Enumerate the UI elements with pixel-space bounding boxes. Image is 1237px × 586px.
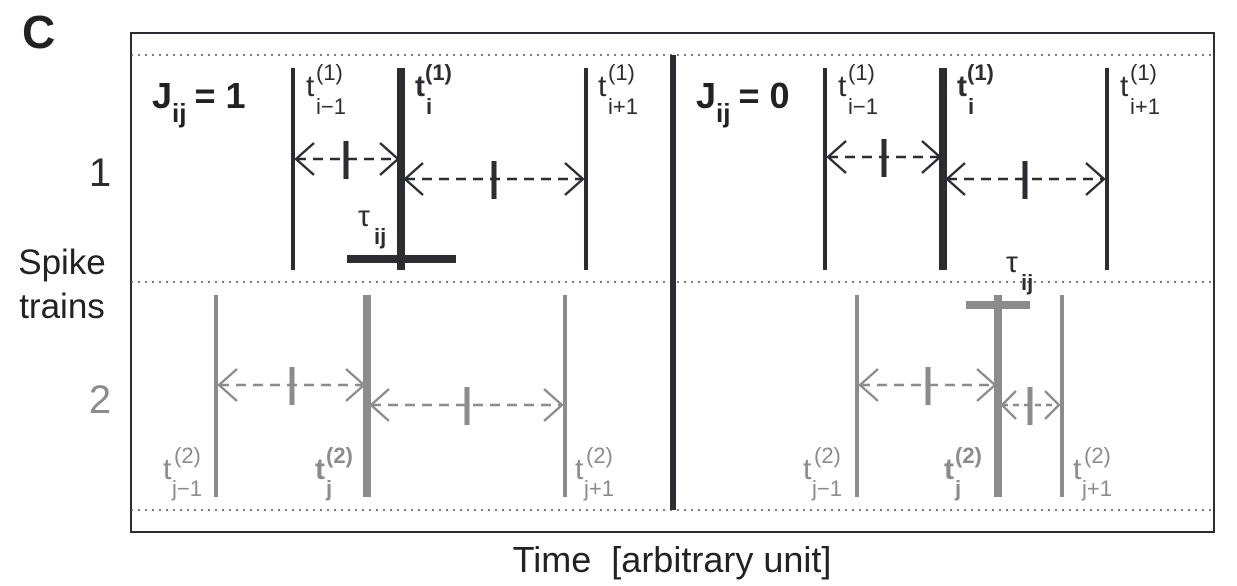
right-title-value: = 0 (738, 75, 789, 116)
left-tau-sub: ij (374, 224, 386, 249)
right-label-1-i-base: t (957, 70, 967, 103)
left-label-1-ip1-sub: i+1 (608, 94, 638, 119)
left-interval-1b (403, 161, 585, 199)
left-label-2-jp1: t (2) j+1 (575, 443, 614, 501)
right-label-1-ip1: t(1) i+1 (1120, 60, 1160, 119)
right-label-1-im1-sup: (1) (848, 60, 875, 85)
right-label-1-ip1-sub: i+1 (1130, 94, 1160, 119)
right-interval-2a (858, 367, 997, 405)
left-label-2-jp1-sub: j+1 (583, 476, 614, 501)
right-label-2-j-base: t (944, 453, 954, 486)
panel-label: C (22, 6, 55, 58)
right-label-1-i-sup: (1) (967, 60, 994, 85)
y-axis-label-line1: Spike (18, 243, 106, 282)
right-label-2-jp1-sup: (2) (1084, 443, 1111, 468)
left-label-2-jm1: t (2) j−1 (163, 443, 202, 501)
left-tau-label: τij (358, 200, 386, 249)
right-label-1-im1-sub: i−1 (848, 94, 878, 119)
left-label-2-j-base: t (315, 453, 325, 486)
left-interval-1a (294, 141, 400, 179)
left-label-2-jp1-sup: (2) (586, 443, 613, 468)
right-label-1-ip1-base: t (1120, 70, 1129, 103)
left-label-1-i-sup: (1) (425, 60, 452, 85)
right-label-1-im1: t(1) i−1 (838, 60, 878, 119)
right-label-1-ip1-sup: (1) (1130, 60, 1157, 85)
left-label-1-ip1: t(1) i+1 (598, 60, 638, 119)
left-title-sub: ij (172, 98, 186, 128)
right-title-sub: ij (716, 98, 730, 128)
left-label-2-j-sup: (2) (326, 443, 353, 468)
row-label-2: 2 (89, 378, 111, 422)
left-label-1-im1-sup: (1) (316, 60, 343, 85)
left-label-2-j-sub: j (325, 476, 332, 501)
left-label-1-im1-sub: i−1 (316, 94, 346, 119)
right-label-2-j-sub: j (954, 476, 961, 501)
right-label-2-jp1: t (2) j+1 (1073, 443, 1112, 501)
right-label-2-jp1-sub: j+1 (1081, 476, 1112, 501)
right-label-1-i-sub: i (968, 94, 974, 119)
left-label-1-i-base: t (415, 70, 425, 103)
right-label-2-jm1-sup: (2) (814, 443, 841, 468)
left-interval-2b (369, 387, 564, 425)
left-label-1-ip1-base: t (598, 70, 607, 103)
left-interval-2a (217, 367, 366, 405)
right-panel: Jij = 0 t(1) i−1 t(1) i t(1) i+1 (696, 60, 1160, 501)
right-interval-1b (945, 161, 1106, 199)
left-label-2-jm1-base: t (163, 453, 172, 486)
left-tau-base: τ (358, 200, 370, 233)
right-tau-label: τij (1006, 246, 1033, 295)
left-panel: Jij = 1 t(1) i−1 t(1) i t(1) i+1 (152, 60, 638, 501)
left-title-j: J (152, 75, 172, 116)
right-label-1-im1-base: t (838, 70, 847, 103)
left-label-2-jm1-sup: (2) (174, 443, 201, 468)
right-interval-1a (826, 139, 942, 177)
left-label-2-j: t(2) j (315, 443, 353, 501)
right-interval-2b (1000, 387, 1061, 425)
right-label-2-jp1-base: t (1073, 453, 1082, 486)
right-label-2-jm1-sub: j−1 (811, 476, 842, 501)
left-title-value: = 1 (194, 75, 245, 116)
right-title-j: J (696, 75, 716, 116)
right-tau-base: τ (1006, 246, 1018, 279)
left-label-1-i-sub: i (426, 94, 432, 119)
right-label-2-jm1-base: t (803, 453, 812, 486)
right-tau-sub: ij (1021, 270, 1033, 295)
right-label-1-i: t(1) i (957, 60, 994, 119)
left-label-1-i: t(1) i (415, 60, 452, 119)
left-label-2-jm1-sub: j−1 (171, 476, 202, 501)
right-label-2-jm1: t (2) j−1 (803, 443, 842, 501)
y-axis-label-line2: trains (19, 287, 105, 326)
left-label-1-im1: t(1) i−1 (306, 60, 346, 119)
right-label-2-j-sup: (2) (955, 443, 982, 468)
right-label-2-j: t(2) j (944, 443, 982, 501)
x-axis-label: Time [arbitrary unit] (513, 539, 832, 580)
left-label-1-im1-base: t (306, 70, 315, 103)
row-label-1: 1 (89, 151, 111, 195)
left-label-1-ip1-sup: (1) (608, 60, 635, 85)
left-title: Jij = 1 (152, 75, 246, 128)
left-label-2-jp1-base: t (575, 453, 584, 486)
right-title: Jij = 0 (696, 75, 790, 128)
